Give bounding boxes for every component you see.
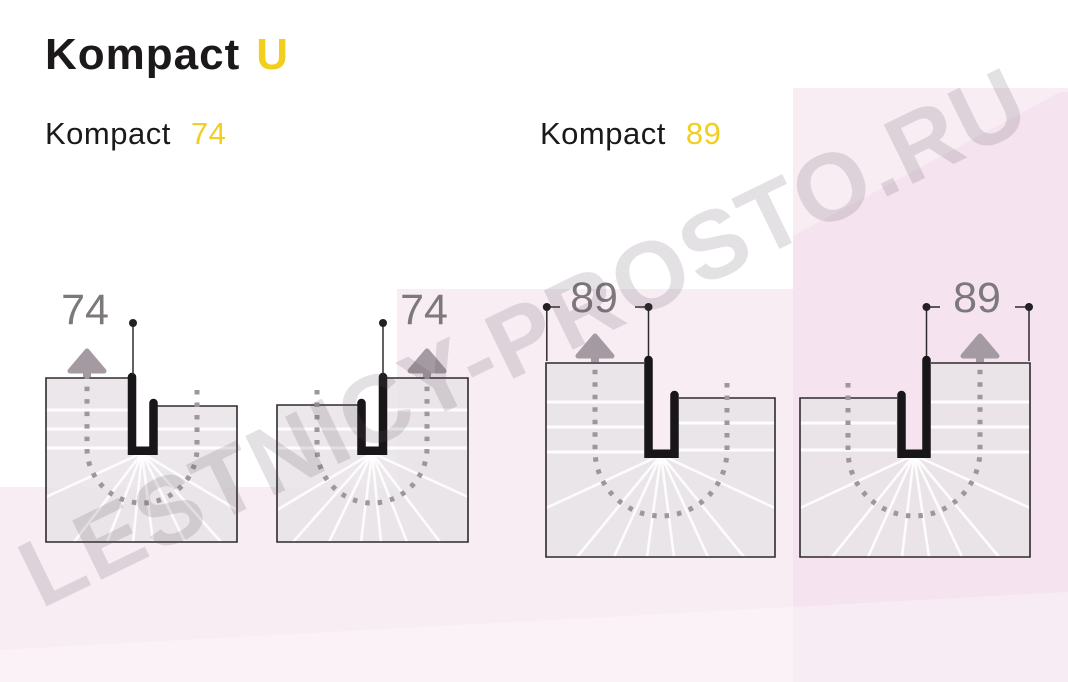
dimension-callout: 89 <box>542 274 653 361</box>
step-lines <box>46 408 237 450</box>
dimension-label: 89 <box>953 274 1001 322</box>
stair-plan-74-right: 74 <box>276 286 469 543</box>
stair-plan-89-left: 89 <box>542 274 776 558</box>
dimension-label: 74 <box>400 286 448 334</box>
walkline <box>314 376 430 506</box>
dimension-callout: 74 <box>61 286 137 375</box>
plan-outline <box>276 377 469 543</box>
walkline <box>84 376 200 506</box>
up-arrow-icon <box>67 348 107 374</box>
light-diagonal-strip <box>0 592 1068 682</box>
u-newel-wall <box>644 355 679 458</box>
plan-outline <box>545 362 776 558</box>
page-title: Kompact U <box>45 30 289 80</box>
arrow-stem <box>976 355 984 362</box>
arrow-stem <box>423 370 431 377</box>
plan-outline <box>799 362 1031 558</box>
dimension-label: 89 <box>570 274 618 322</box>
plan-outline <box>45 377 238 543</box>
page-title-accent: U <box>256 30 290 79</box>
dimension-label: 74 <box>61 286 109 334</box>
dimension-callout: 74 <box>379 286 448 375</box>
winder-step-lines <box>545 453 776 558</box>
section-heading-89: Kompact 89 <box>540 116 721 152</box>
section-number: 74 <box>190 116 227 151</box>
section-number: 89 <box>685 116 722 151</box>
section-label: Kompact <box>540 116 666 151</box>
stair-plan-89-right: 89 <box>799 274 1033 558</box>
u-newel-wall <box>897 355 931 458</box>
stair-plan-74-left: 74 <box>45 286 238 543</box>
u-newel-wall <box>357 372 388 455</box>
arrow-stem <box>83 370 91 377</box>
dimension-callout: 89 <box>922 274 1033 361</box>
background-shapes <box>0 88 1068 682</box>
section-label: Kompact <box>45 116 171 151</box>
u-newel-wall <box>127 372 158 455</box>
page-title-main: Kompact <box>45 30 241 79</box>
winder-step-lines <box>276 451 469 543</box>
winder-step-lines <box>799 453 1031 558</box>
section-heading-74: Kompact 74 <box>45 116 226 152</box>
arrow-stem <box>591 355 599 362</box>
